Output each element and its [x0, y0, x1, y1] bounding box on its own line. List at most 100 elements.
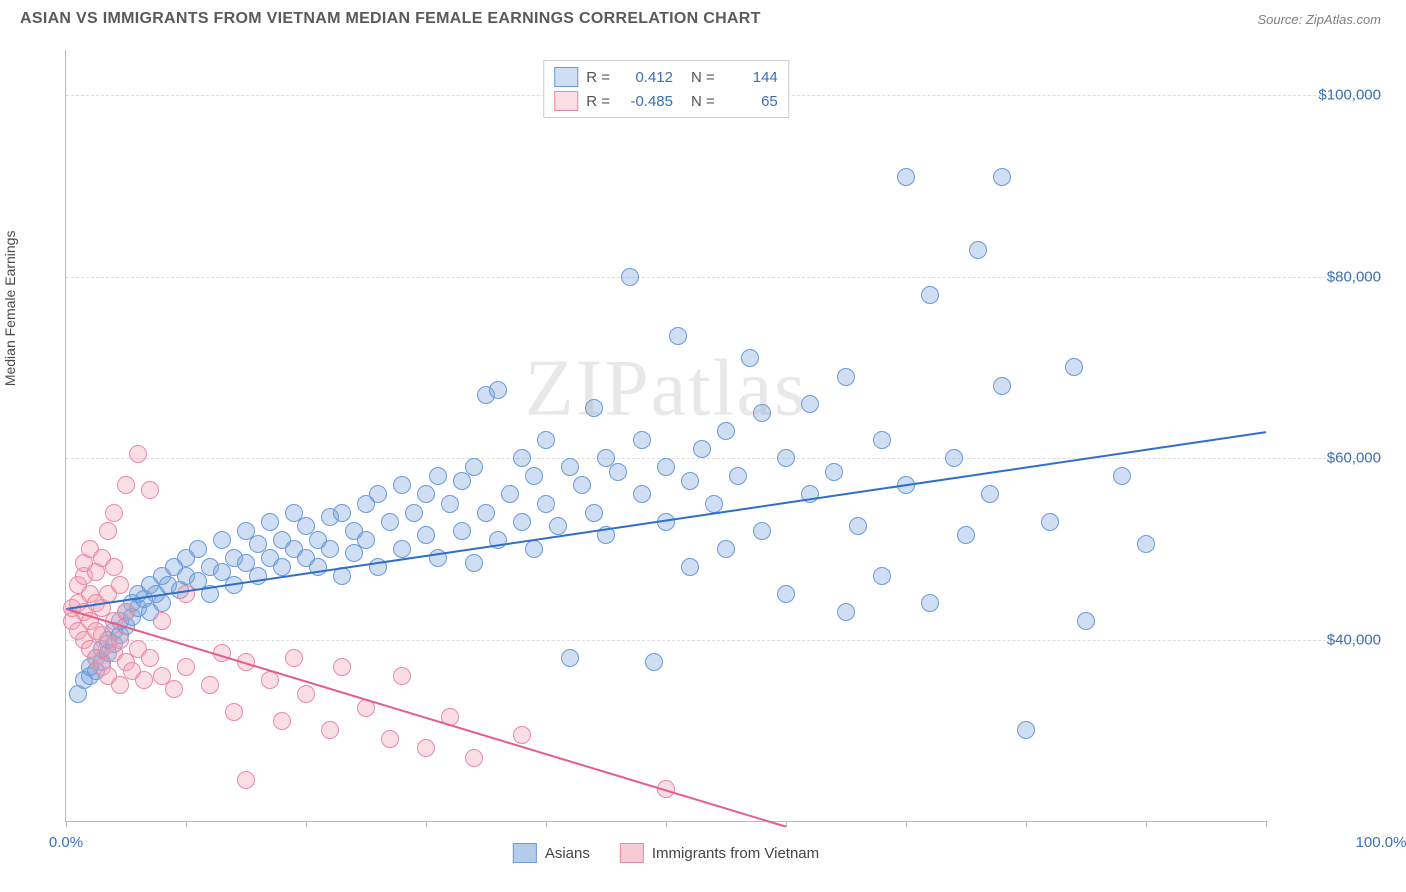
- data-point: [513, 513, 531, 531]
- data-point: [537, 495, 555, 513]
- data-point: [585, 399, 603, 417]
- data-point: [957, 526, 975, 544]
- data-point: [165, 680, 183, 698]
- plot-area: ZIPatlas R =0.412N =144R =-0.485N =65 As…: [65, 50, 1266, 822]
- data-point: [273, 558, 291, 576]
- data-point: [633, 431, 651, 449]
- x-tick-label: 0.0%: [49, 834, 83, 851]
- data-point: [213, 531, 231, 549]
- data-point: [921, 286, 939, 304]
- data-point: [717, 540, 735, 558]
- x-tick: [1026, 821, 1027, 827]
- x-tick: [426, 821, 427, 827]
- data-point: [99, 522, 117, 540]
- correlation-row: R =-0.485N =65: [554, 89, 778, 113]
- data-point: [981, 485, 999, 503]
- source-label: Source: ZipAtlas.com: [1257, 12, 1381, 27]
- legend-item: Immigrants from Vietnam: [620, 843, 819, 863]
- n-label: N =: [691, 93, 715, 110]
- data-point: [465, 458, 483, 476]
- data-point: [777, 585, 795, 603]
- data-point: [537, 431, 555, 449]
- data-point: [501, 485, 519, 503]
- y-tick-label: $40,000: [1281, 631, 1381, 648]
- data-point: [135, 671, 153, 689]
- data-point: [393, 540, 411, 558]
- x-tick: [1266, 821, 1267, 827]
- data-point: [393, 667, 411, 685]
- chart-container: Median Female Earnings ZIPatlas R =0.412…: [20, 40, 1386, 872]
- y-tick-label: $100,000: [1281, 87, 1381, 104]
- data-point: [1137, 535, 1155, 553]
- data-point: [585, 504, 603, 522]
- data-point: [609, 463, 627, 481]
- data-point: [513, 726, 531, 744]
- data-point: [1077, 612, 1095, 630]
- data-point: [357, 531, 375, 549]
- data-point: [201, 676, 219, 694]
- chart-title: ASIAN VS IMMIGRANTS FROM VIETNAM MEDIAN …: [20, 10, 761, 28]
- legend-item: Asians: [513, 843, 590, 863]
- data-point: [561, 649, 579, 667]
- gridline: [66, 458, 1381, 459]
- correlation-legend: R =0.412N =144R =-0.485N =65: [543, 60, 789, 118]
- data-point: [573, 476, 591, 494]
- n-value: 144: [723, 69, 778, 86]
- data-point: [753, 404, 771, 422]
- data-point: [417, 739, 435, 757]
- data-point: [381, 730, 399, 748]
- y-tick-label: $80,000: [1281, 268, 1381, 285]
- data-point: [105, 504, 123, 522]
- data-point: [657, 458, 675, 476]
- data-point: [873, 431, 891, 449]
- series-swatch: [554, 91, 578, 111]
- x-tick: [546, 821, 547, 827]
- data-point: [873, 567, 891, 585]
- data-point: [129, 445, 147, 463]
- data-point: [465, 554, 483, 572]
- data-point: [141, 649, 159, 667]
- data-point: [111, 576, 129, 594]
- data-point: [321, 540, 339, 558]
- data-point: [177, 585, 195, 603]
- data-point: [753, 522, 771, 540]
- x-tick: [1146, 821, 1147, 827]
- data-point: [381, 513, 399, 531]
- data-point: [441, 495, 459, 513]
- data-point: [1113, 467, 1131, 485]
- data-point: [837, 603, 855, 621]
- data-point: [453, 522, 471, 540]
- data-point: [705, 495, 723, 513]
- data-point: [417, 526, 435, 544]
- data-point: [801, 395, 819, 413]
- data-point: [333, 658, 351, 676]
- x-tick: [186, 821, 187, 827]
- data-point: [321, 721, 339, 739]
- data-point: [369, 485, 387, 503]
- data-point: [417, 485, 435, 503]
- gridline: [66, 640, 1381, 641]
- data-point: [393, 476, 411, 494]
- data-point: [429, 467, 447, 485]
- data-point: [777, 449, 795, 467]
- y-axis-label: Median Female Earnings: [2, 231, 18, 387]
- data-point: [405, 504, 423, 522]
- data-point: [849, 517, 867, 535]
- r-value: -0.485: [618, 93, 673, 110]
- r-label: R =: [586, 93, 610, 110]
- data-point: [1017, 721, 1035, 739]
- data-point: [993, 168, 1011, 186]
- data-point: [837, 368, 855, 386]
- data-point: [105, 558, 123, 576]
- x-tick: [666, 821, 667, 827]
- data-point: [633, 485, 651, 503]
- data-point: [261, 671, 279, 689]
- data-point: [921, 594, 939, 612]
- gridline: [66, 277, 1381, 278]
- data-point: [969, 241, 987, 259]
- r-label: R =: [586, 69, 610, 86]
- data-point: [825, 463, 843, 481]
- data-point: [513, 449, 531, 467]
- x-tick: [906, 821, 907, 827]
- data-point: [669, 327, 687, 345]
